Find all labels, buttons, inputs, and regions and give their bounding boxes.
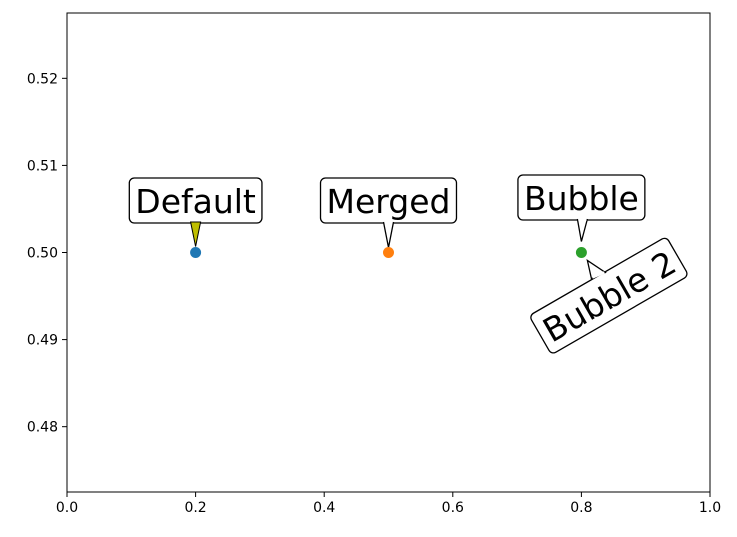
- y-tick-label: 0.48: [27, 420, 58, 436]
- callout-wedge-pointer: [189, 221, 202, 247]
- x-axis: 0.0 0.2 0.4 0.6 0.8 1.0: [56, 492, 721, 516]
- x-tick-label: 0.2: [184, 500, 206, 516]
- y-tick-label: 0.49: [27, 333, 58, 349]
- x-tick-label: 0.4: [313, 500, 335, 516]
- y-axis: 0.48 0.49 0.50 0.51 0.52: [27, 71, 67, 436]
- callout-bubble: Bubble: [517, 174, 646, 242]
- x-tick-label: 0.6: [442, 500, 464, 516]
- data-point-2: [383, 247, 394, 258]
- y-tick-label: 0.50: [27, 246, 58, 262]
- callout-merged: Merged: [319, 177, 458, 248]
- callout-default-text: Default: [135, 182, 256, 221]
- y-tick-label: 0.52: [27, 71, 58, 87]
- callout-bubble-text: Bubble: [524, 179, 639, 218]
- callout-default: Default: [128, 177, 263, 247]
- x-tick-label: 1.0: [699, 500, 721, 516]
- x-tick-label: 0.8: [570, 500, 592, 516]
- callout-bubble-tail: [576, 218, 589, 242]
- y-tick-label: 0.51: [27, 158, 58, 174]
- data-point-3: [575, 247, 587, 258]
- data-point-1: [190, 247, 202, 258]
- callout-merged-text: Merged: [327, 182, 451, 221]
- callout-bubble2-seam: [591, 271, 605, 279]
- axes-frame: [66, 12, 711, 493]
- point-layer: [190, 247, 587, 258]
- x-tick-label: 0.0: [56, 500, 78, 516]
